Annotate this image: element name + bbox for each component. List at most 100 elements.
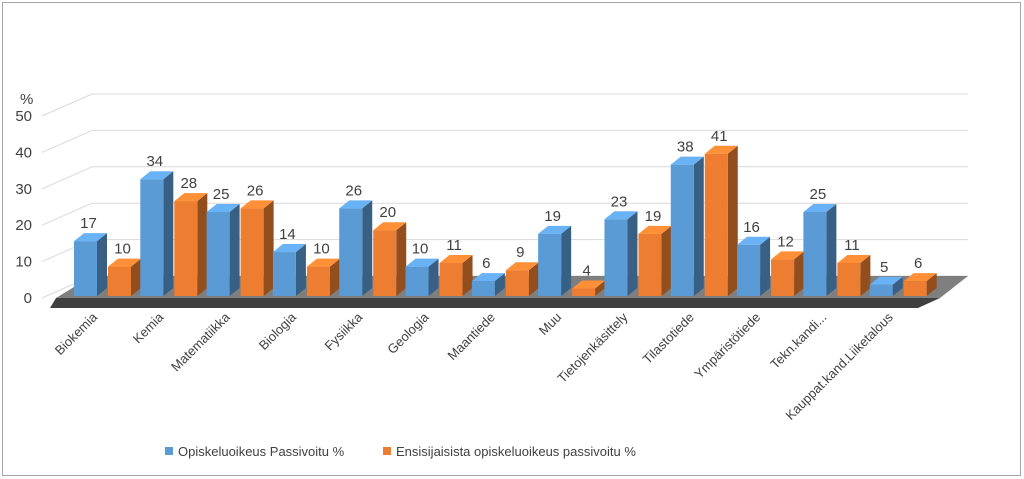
bar-side — [462, 254, 473, 296]
data-label: 11 — [844, 237, 860, 254]
bar-front — [74, 241, 97, 296]
bar-top — [206, 204, 240, 212]
bar-top — [439, 254, 473, 263]
bar-front — [538, 233, 562, 296]
bar-series2 — [704, 145, 738, 296]
x-tick-label: Fysiikka — [322, 309, 366, 353]
bar-top — [240, 200, 274, 209]
bar-series1 — [869, 276, 903, 296]
bar-top — [803, 204, 837, 212]
bar-side — [163, 171, 174, 296]
x-tick-label: Biologia — [256, 309, 300, 353]
x-tick-label: Kemia — [130, 309, 167, 346]
bar-series2 — [837, 254, 871, 296]
bar-series1 — [140, 171, 174, 296]
legend-label: Ensisijaisista opiskeluoikeus passivoitu… — [396, 444, 636, 459]
bar-front — [272, 252, 296, 296]
data-label: 19 — [544, 208, 561, 225]
legend: Opiskeluoikeus Passivoitu % Ensisijaisist… — [165, 444, 636, 459]
bar-series1 — [339, 200, 373, 296]
bar-top — [771, 251, 805, 260]
legend-swatch — [165, 447, 173, 455]
data-label: 10 — [313, 241, 330, 258]
bar-series2 — [903, 273, 937, 296]
bar-series1 — [405, 258, 439, 296]
bar-front — [604, 219, 628, 296]
bar-top — [174, 193, 208, 202]
bars — [74, 145, 937, 296]
data-label: 34 — [146, 153, 163, 170]
data-label: 38 — [677, 139, 694, 156]
bar-side — [229, 204, 240, 296]
bar-side — [396, 222, 407, 296]
bar-top — [405, 258, 439, 267]
bar-front — [471, 281, 495, 296]
floor-front — [50, 298, 940, 308]
bar-front — [405, 266, 429, 296]
bar-top — [471, 273, 505, 282]
y-axis-label: % — [20, 91, 33, 108]
bar-top — [306, 258, 340, 267]
bar-top — [339, 200, 373, 209]
data-label: 25 — [810, 186, 827, 203]
bar-front — [737, 244, 761, 296]
bar-front — [140, 179, 164, 296]
bar-side — [826, 204, 837, 296]
bar-side — [595, 280, 606, 296]
y-tick-label: 10 — [15, 254, 32, 271]
bar-side — [794, 251, 805, 296]
x-tick-label: Maantiede — [444, 310, 498, 364]
gridline-depth — [41, 202, 93, 226]
bar-top — [903, 273, 937, 282]
data-label: 5 — [880, 259, 888, 276]
bar-side — [926, 273, 937, 296]
bar-side — [760, 236, 771, 296]
bar-front — [339, 208, 363, 296]
data-label: 41 — [711, 128, 728, 145]
bar-front — [306, 266, 330, 296]
y-tick-label: 20 — [15, 217, 32, 234]
data-label: 17 — [80, 215, 97, 232]
bar-front — [704, 153, 728, 296]
bar-series1 — [74, 233, 107, 296]
y-tick-label: 30 — [15, 181, 32, 198]
bar-series1 — [272, 244, 306, 296]
bar-side — [428, 258, 439, 296]
bar-series2 — [439, 254, 473, 296]
x-tick-label: Tietojenkäsittely — [554, 309, 631, 386]
x-tick-label: Kauppat.kand.Liiketalous — [782, 309, 896, 423]
bar-front — [638, 233, 662, 296]
bar-top — [837, 254, 871, 263]
bar-series2 — [638, 225, 672, 296]
gridline-depth — [41, 129, 93, 153]
bar-side — [892, 276, 903, 296]
y-tick-label: 50 — [15, 108, 32, 125]
data-label: 9 — [516, 244, 524, 261]
data-label: 25 — [213, 186, 230, 203]
bar-series1 — [604, 211, 638, 296]
bar-front — [373, 230, 397, 296]
x-tick-label: Matematiikka — [168, 309, 233, 374]
bar-top — [272, 244, 306, 253]
bar-series1 — [471, 273, 505, 296]
data-label: 4 — [582, 262, 590, 279]
bar-top — [140, 171, 174, 180]
bar-series2 — [306, 258, 340, 296]
bar-side — [528, 262, 539, 296]
bar-front — [903, 281, 927, 296]
y-tick-label: 0 — [24, 290, 32, 307]
bar-top — [737, 236, 771, 245]
x-tick-label: Ympäristötiede — [691, 310, 763, 382]
data-label: 20 — [379, 204, 396, 221]
bar-side — [97, 233, 107, 296]
x-tick-label: Muu — [536, 310, 564, 338]
bar-top — [505, 262, 539, 271]
bar-side — [329, 258, 340, 296]
x-tick-label: Biokemia — [52, 309, 101, 358]
bar-series2 — [174, 193, 208, 296]
bar-front — [240, 208, 264, 296]
bar-front — [108, 266, 131, 296]
data-label: 10 — [114, 241, 131, 258]
x-tick-label: Geologia — [384, 309, 432, 357]
